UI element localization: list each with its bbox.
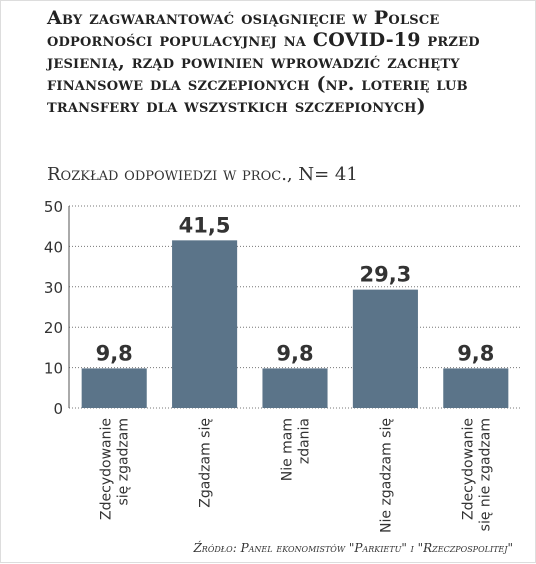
y-tick-label: 20 (44, 319, 63, 337)
x-tick-label: się zgadzam (116, 418, 132, 506)
x-tick-label: Nie zgadzam się (378, 418, 394, 533)
y-tick-label: 50 (44, 198, 63, 216)
y-tick-label: 0 (53, 400, 63, 418)
value-label: 9,8 (457, 341, 494, 365)
x-tick-label: Zgadzam się (198, 418, 214, 508)
source-note: Źródło: Panel ekonomistów "Parkietu" i "… (193, 541, 513, 555)
value-label: 41,5 (179, 213, 231, 237)
chart-title: Aby zagwarantować osiągnięcie w Polsce o… (47, 7, 480, 117)
x-tick-label: Zdecydowanie (460, 418, 476, 520)
value-label: 9,8 (96, 341, 133, 365)
y-tick-label: 30 (44, 279, 63, 297)
x-tick-label: Nie mam (280, 418, 296, 481)
chart-subtitle: Rozkład odpowiedzi w proc., N= 41 (47, 164, 358, 185)
x-tick-label: zdania (297, 418, 313, 464)
bar (262, 368, 328, 408)
value-label: 9,8 (276, 341, 313, 365)
bar (352, 289, 418, 408)
value-label: 29,3 (359, 263, 411, 287)
bar (443, 368, 509, 408)
x-tick-label: Zdecydowanie (99, 418, 115, 520)
y-tick-label: 10 (44, 360, 63, 378)
bar (81, 368, 147, 408)
y-tick-label: 40 (44, 238, 63, 256)
bar (172, 240, 238, 408)
x-tick-label: się nie zgadzam (477, 418, 493, 531)
